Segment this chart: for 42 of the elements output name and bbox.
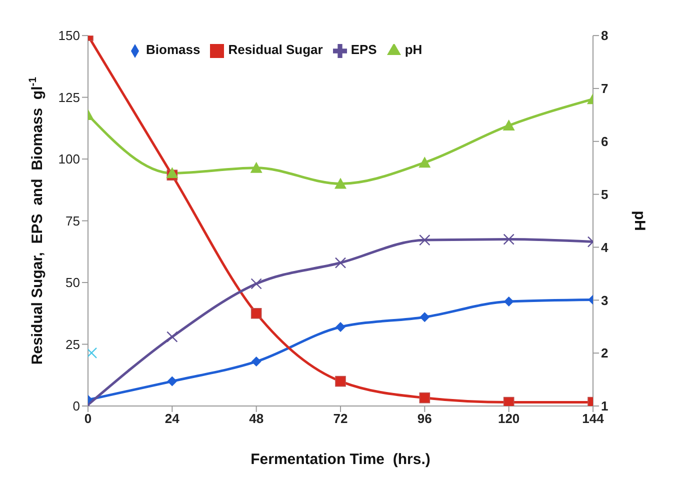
y-tick-label: 0 [72, 398, 80, 414]
y2-tick-label: 6 [601, 134, 608, 150]
point [420, 312, 430, 322]
x-tick-label: 0 [84, 411, 92, 426]
point [334, 178, 346, 189]
y-tick-label: 150 [58, 28, 80, 44]
y-tick-label: 25 [66, 336, 80, 352]
legend-label: pH [404, 42, 422, 57]
x-tick-label: 72 [333, 411, 348, 426]
y2-tick-label: 2 [601, 346, 608, 361]
point [250, 162, 262, 173]
point [336, 322, 346, 332]
y-tick-label: 75 [66, 213, 80, 228]
x-tick-label: 96 [417, 411, 432, 426]
point [419, 392, 430, 404]
legend-label: Residual Sugar [228, 42, 323, 57]
point [502, 120, 515, 131]
y2-tick-label: 3 [601, 292, 608, 308]
y-tick-label: 125 [58, 90, 80, 105]
point [251, 356, 262, 367]
x-tick-label: 120 [498, 411, 520, 426]
y2-tick-label: 5 [601, 186, 608, 202]
x-tick-label: 144 [582, 411, 605, 426]
y2-axis-title: pH [631, 210, 648, 231]
point [504, 296, 514, 307]
y2-tick-label: 8 [601, 28, 608, 44]
legend-label: Biomass [146, 42, 200, 57]
x-tick-label: 24 [164, 411, 180, 426]
x-tick-label: 48 [249, 411, 264, 426]
y2-tick-label: 7 [601, 81, 608, 96]
y2-tick-label: 1 [601, 398, 608, 414]
point [503, 396, 514, 406]
y-tick-label: 50 [66, 275, 80, 290]
x-axis-title: Fermentation Time (hrs.) [250, 451, 430, 468]
point [250, 308, 262, 319]
legend-label: EPS [350, 42, 377, 57]
point [166, 167, 178, 178]
y-tick-label: 100 [58, 152, 80, 167]
point [418, 156, 431, 168]
y2-tick-label: 4 [601, 240, 609, 255]
point [167, 376, 178, 386]
point [335, 376, 346, 387]
